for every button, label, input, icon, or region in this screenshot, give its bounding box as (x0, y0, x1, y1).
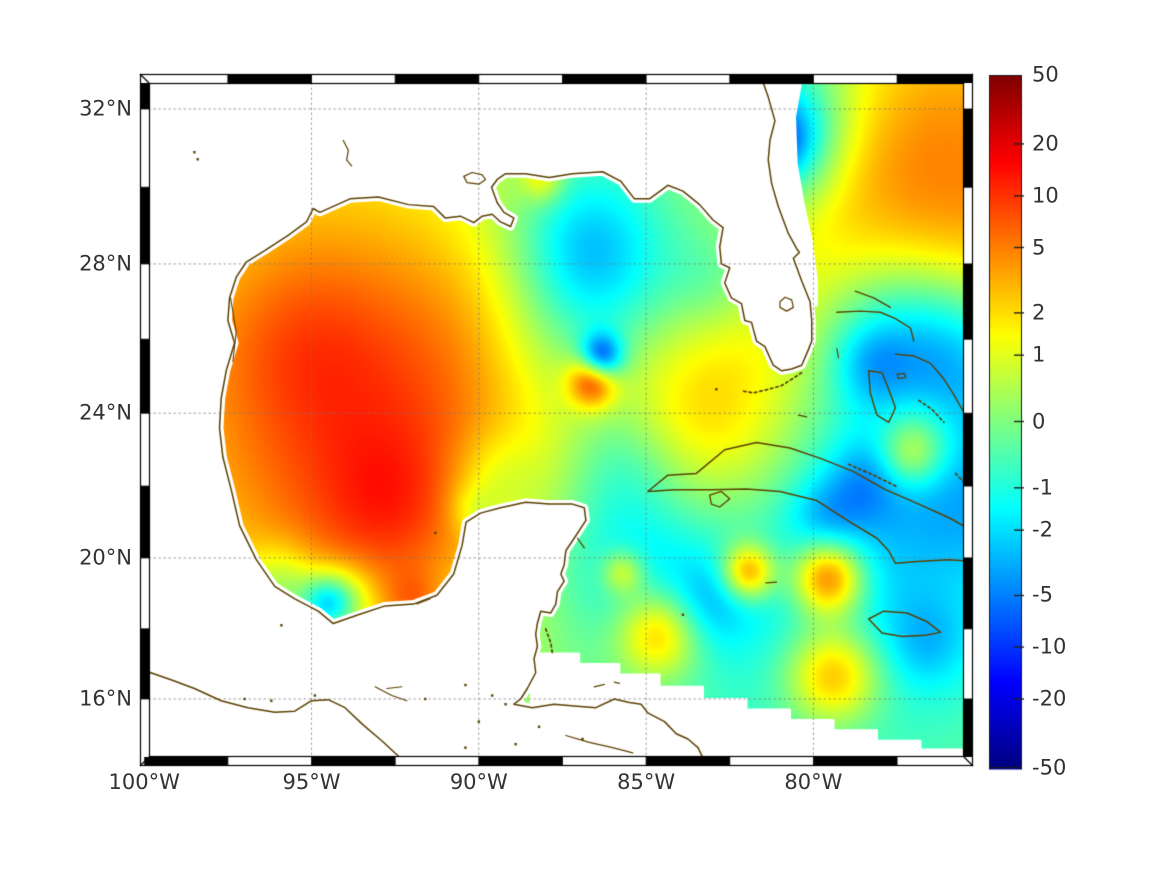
map-plot-canvas (0, 0, 1167, 875)
map-figure: 100°W 95°W 90°W 85°W 80°W 32°N 28°N 24°N 20°N 16… (0, 0, 1167, 875)
